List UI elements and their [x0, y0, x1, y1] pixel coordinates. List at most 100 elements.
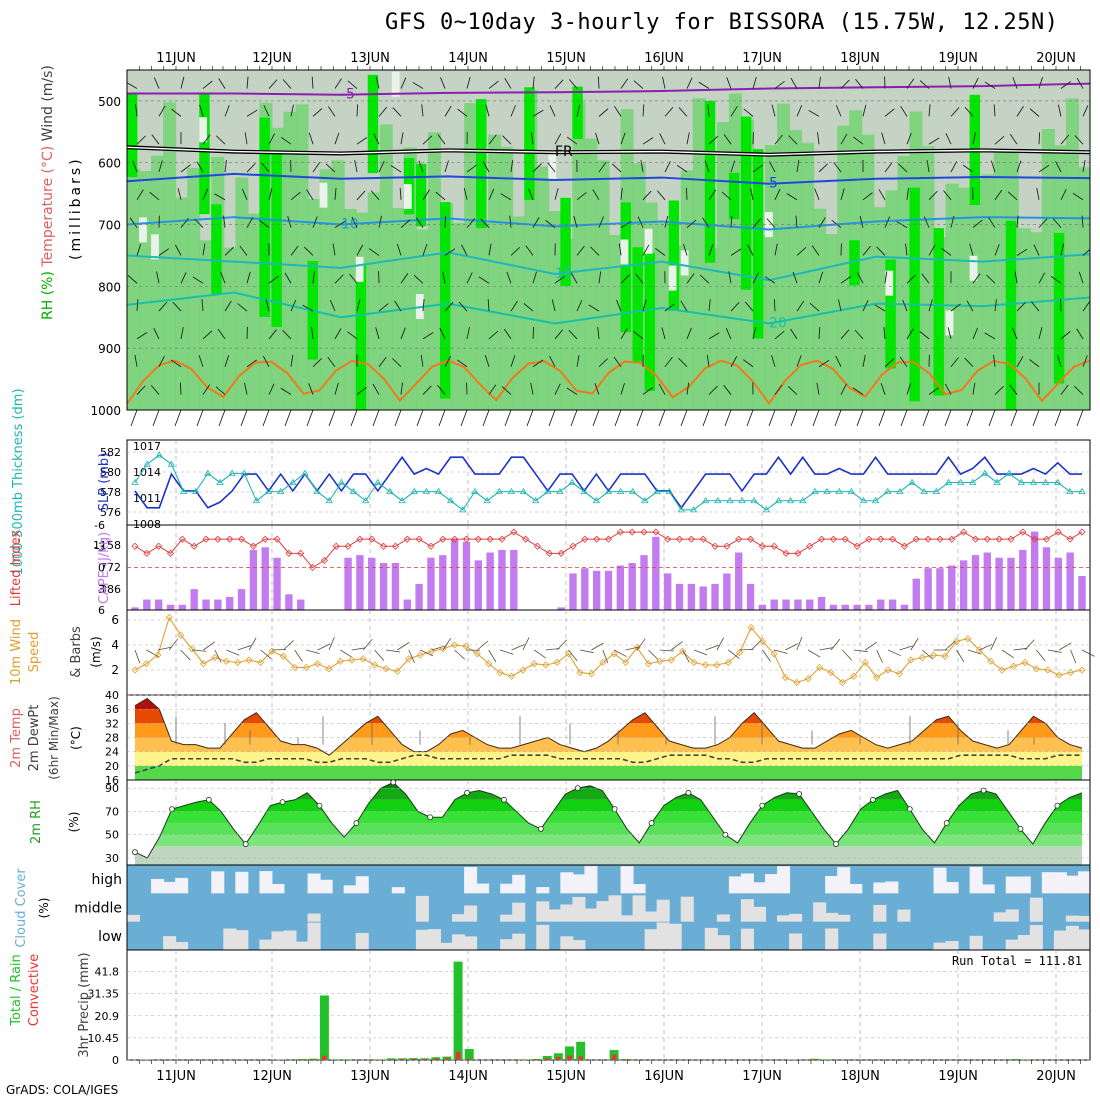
wind-barb [966, 300, 974, 312]
wind-barb [947, 327, 952, 340]
surface-barb [372, 409, 380, 427]
wind-barb [290, 191, 301, 201]
contour-label: -5 [341, 87, 355, 103]
wind-barb [1070, 649, 1077, 664]
wind-barb [287, 215, 292, 228]
slp-tick: 1011 [133, 492, 161, 505]
li-point [794, 549, 802, 557]
wind-barb [220, 271, 226, 284]
wind-barb [268, 275, 279, 284]
slp-line [134, 455, 1082, 510]
wind-barb [224, 160, 227, 173]
cloud-cell [740, 928, 754, 950]
rh-point [1054, 802, 1061, 809]
surface-barb [548, 409, 556, 427]
rh-low-cell [668, 265, 677, 291]
wind-barb [506, 271, 512, 284]
wind-barb [439, 327, 446, 340]
wind-barb [534, 649, 547, 659]
li-point [380, 542, 388, 550]
wind-barb [928, 137, 940, 145]
wind-barb [192, 649, 207, 652]
rh-line [134, 781, 1083, 859]
cape-bar [1030, 531, 1039, 610]
wind-barb [747, 244, 754, 256]
surface-barb [878, 409, 886, 427]
surface-barb [834, 409, 842, 427]
cloud-cell [1053, 930, 1067, 950]
cape-bar [1007, 557, 1015, 610]
precip-tick: 10.45 [88, 1032, 120, 1045]
wind-point [165, 613, 173, 622]
thickness-point [301, 469, 309, 476]
surface-barb [988, 409, 996, 427]
wind-barb [1078, 271, 1084, 284]
precip-panel-frame [126, 949, 1091, 1061]
thickness-point [580, 487, 588, 495]
thickness-point [726, 496, 734, 504]
rh-point [759, 802, 766, 809]
wind-barb [260, 649, 272, 660]
wind-barb [950, 357, 959, 368]
wind-barb [887, 649, 901, 657]
wind-barb [246, 163, 256, 173]
wind-barb [790, 77, 798, 89]
thickness-point [459, 506, 467, 513]
ylabel-part: 10m Wind [9, 619, 24, 685]
panel-ylabel: 10m Wind [9, 619, 24, 685]
rh-high-cell [415, 163, 427, 227]
cloud-cell [933, 867, 947, 894]
rh-point [537, 826, 544, 832]
wind-point [781, 673, 789, 682]
cape-bar [190, 589, 198, 610]
wind-barb [676, 164, 688, 173]
wind-point [211, 653, 219, 662]
day-label-top: 19JUN [938, 51, 978, 66]
cloud-cell [163, 936, 177, 950]
wind-barb [620, 382, 625, 395]
wind-barb [400, 327, 406, 340]
wind-barb [816, 382, 820, 395]
wind-barb [347, 80, 358, 89]
wind-barb [356, 190, 366, 201]
contour-label: 15 [555, 266, 573, 282]
wind-barb [964, 357, 974, 368]
temp-contour-4 [127, 251, 1090, 282]
wind-barb [633, 331, 644, 340]
cloud-cell [1077, 871, 1091, 894]
rh-mid-cell [716, 122, 730, 410]
rh-point [943, 820, 950, 826]
ylabel-part: 2m Temp [9, 708, 24, 768]
surface-barb [614, 409, 622, 427]
rh-band [135, 846, 1082, 865]
ylabel-part: Lifted Index [9, 529, 24, 606]
wind-barb [859, 215, 864, 228]
wind-barb [422, 189, 430, 201]
wind-barb [994, 299, 997, 312]
precip-bar [297, 1058, 307, 1060]
wind-barb [545, 219, 556, 228]
rh-mid-cell [187, 167, 201, 410]
li-point [522, 535, 530, 543]
li-point [971, 535, 980, 543]
li-tick: -6 [94, 519, 105, 532]
wind-barb [1082, 301, 1090, 312]
ylabel-part: 1000-500mb [11, 488, 26, 576]
wind-barb [437, 384, 446, 395]
thickness-point [143, 460, 151, 467]
rh-point [132, 849, 138, 856]
convective-bar [544, 1058, 550, 1060]
wind-barb [151, 134, 160, 145]
wind-point [485, 660, 493, 668]
cloud-cell [873, 882, 887, 894]
wind-barb [265, 299, 270, 312]
thickness-point [361, 496, 370, 504]
li-point [675, 535, 684, 543]
cape-bar [202, 599, 210, 610]
wind-barb [786, 193, 798, 201]
wind-barb [1029, 108, 1040, 117]
precip-tick: 41.8 [95, 966, 120, 979]
wind-barb [444, 215, 447, 228]
cloud-cell [572, 896, 586, 922]
wind-barb [883, 326, 886, 339]
